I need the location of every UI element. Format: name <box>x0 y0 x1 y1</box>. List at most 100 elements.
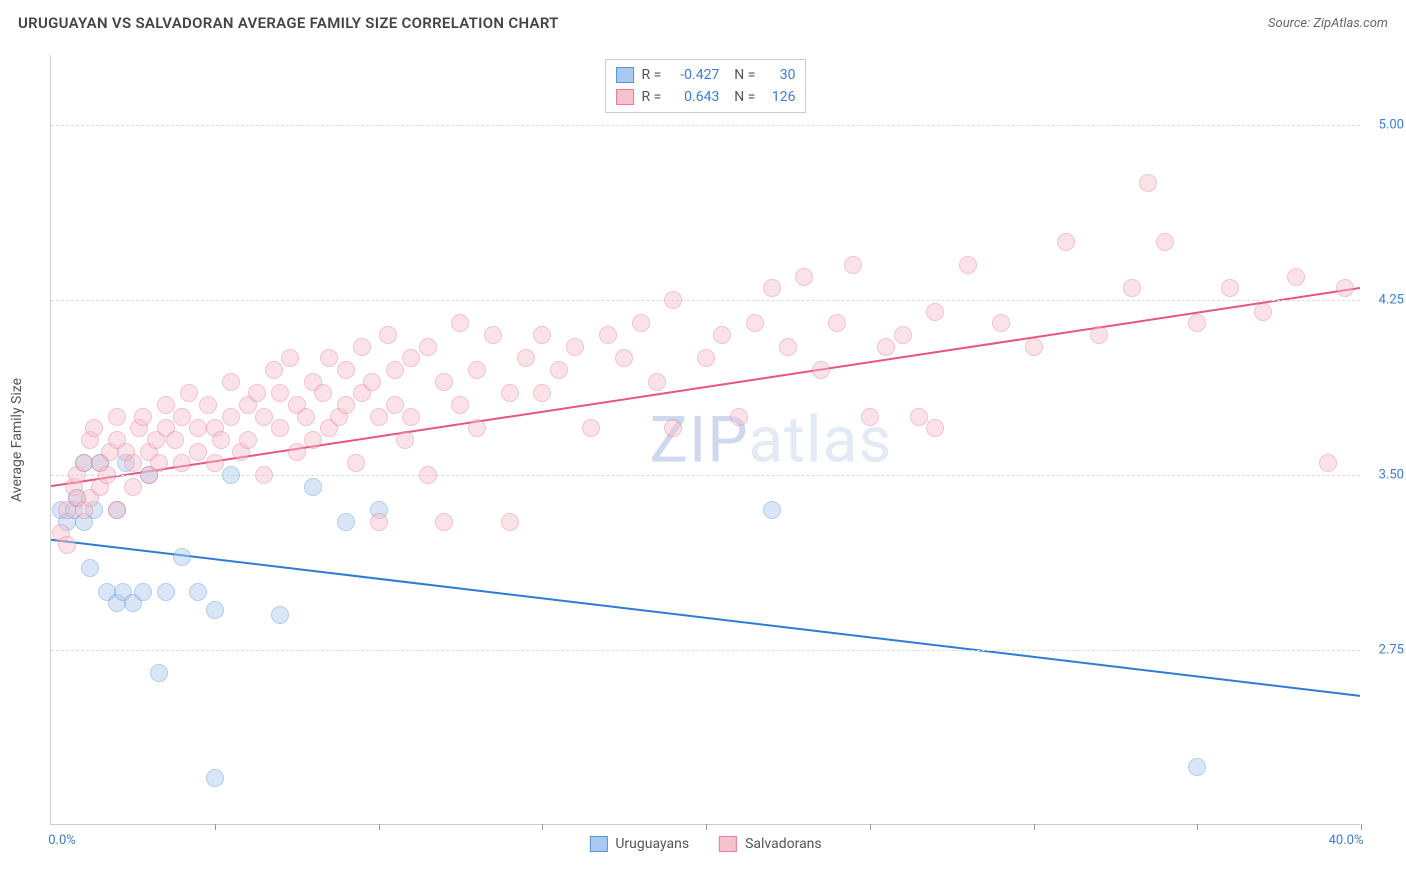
data-point <box>281 349 299 367</box>
data-point <box>419 466 437 484</box>
data-point <box>271 606 289 624</box>
data-point <box>150 664 168 682</box>
x-tick <box>1361 824 1362 830</box>
data-point <box>1221 279 1239 297</box>
data-point <box>189 419 207 437</box>
data-point <box>255 466 273 484</box>
data-point <box>173 408 191 426</box>
data-point <box>1156 233 1174 251</box>
data-point <box>157 396 175 414</box>
data-point <box>1139 174 1157 192</box>
n-label: N = <box>727 67 755 83</box>
gridline <box>51 475 1360 476</box>
data-point <box>81 559 99 577</box>
y-axis-label: Average Family Size <box>9 377 25 501</box>
x-tick <box>379 824 380 830</box>
r-label: R = <box>642 89 662 105</box>
chart-source: Source: ZipAtlas.com <box>1268 16 1388 31</box>
data-point <box>484 326 502 344</box>
data-point <box>402 349 420 367</box>
data-point <box>763 501 781 519</box>
data-point <box>1254 303 1272 321</box>
data-point <box>134 583 152 601</box>
data-point <box>255 408 273 426</box>
data-point <box>304 478 322 496</box>
x-tick <box>215 824 216 830</box>
data-point <box>468 419 486 437</box>
data-point <box>730 408 748 426</box>
data-point <box>1287 268 1305 286</box>
data-point <box>304 431 322 449</box>
data-point <box>124 478 142 496</box>
data-point <box>746 314 764 332</box>
swatch-salvadorans-icon <box>719 836 737 852</box>
data-point <box>451 314 469 332</box>
data-point <box>763 279 781 297</box>
n-value-1: 126 <box>763 89 795 105</box>
data-point <box>435 513 453 531</box>
legend-label-1: Salvadorans <box>745 836 822 852</box>
data-point <box>812 361 830 379</box>
data-point <box>363 373 381 391</box>
n-value-0: 30 <box>763 67 795 83</box>
gridline <box>51 650 1360 651</box>
data-point <box>386 396 404 414</box>
n-label: N = <box>727 89 755 105</box>
x-tick <box>1197 824 1198 830</box>
data-point <box>337 513 355 531</box>
data-point <box>1188 758 1206 776</box>
watermark: ZIPatlas <box>649 402 892 477</box>
data-point <box>419 338 437 356</box>
data-point <box>166 431 184 449</box>
stats-row-uruguayans: R = -0.427 N = 30 <box>616 64 796 86</box>
data-point <box>222 373 240 391</box>
data-point <box>134 408 152 426</box>
data-point <box>926 303 944 321</box>
x-tick <box>706 824 707 830</box>
data-point <box>533 384 551 402</box>
r-label: R = <box>642 67 662 83</box>
data-point <box>910 408 928 426</box>
data-point <box>402 408 420 426</box>
data-point <box>386 361 404 379</box>
chart-title: URUGUAYAN VS SALVADORAN AVERAGE FAMILY S… <box>18 14 559 32</box>
r-value-0: -0.427 <box>669 67 719 83</box>
y-tick-label: 2.75 <box>1379 643 1404 658</box>
data-point <box>566 338 584 356</box>
data-point <box>85 419 103 437</box>
data-point <box>222 408 240 426</box>
data-point <box>379 326 397 344</box>
data-point <box>347 454 365 472</box>
data-point <box>1123 279 1141 297</box>
data-point <box>75 454 93 472</box>
data-point <box>297 408 315 426</box>
data-point <box>926 419 944 437</box>
data-point <box>648 373 666 391</box>
gridline <box>51 125 1360 126</box>
data-point <box>582 419 600 437</box>
data-point <box>861 408 879 426</box>
data-point <box>501 513 519 531</box>
data-point <box>206 601 224 619</box>
data-point <box>959 256 977 274</box>
data-point <box>1319 454 1337 472</box>
data-point <box>697 349 715 367</box>
data-point <box>435 373 453 391</box>
data-point <box>206 454 224 472</box>
data-point <box>664 291 682 309</box>
data-point <box>795 268 813 286</box>
data-point <box>212 431 230 449</box>
data-point <box>222 466 240 484</box>
data-point <box>451 396 469 414</box>
data-point <box>206 769 224 787</box>
data-point <box>150 454 168 472</box>
x-max-label: 40.0% <box>1329 833 1364 848</box>
legend-item-salvadorans: Salvadorans <box>719 836 822 852</box>
data-point <box>173 454 191 472</box>
stats-row-salvadorans: R = 0.643 N = 126 <box>616 86 796 108</box>
data-point <box>501 384 519 402</box>
data-point <box>189 583 207 601</box>
data-point <box>353 338 371 356</box>
data-point <box>1090 326 1108 344</box>
data-point <box>1025 338 1043 356</box>
